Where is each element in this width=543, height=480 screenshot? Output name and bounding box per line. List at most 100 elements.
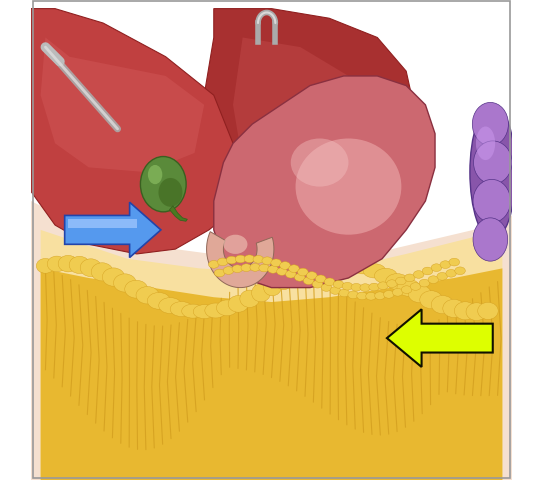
Ellipse shape — [472, 103, 508, 146]
Ellipse shape — [369, 284, 380, 291]
Polygon shape — [31, 202, 512, 480]
Ellipse shape — [209, 261, 219, 269]
Ellipse shape — [182, 304, 204, 318]
Ellipse shape — [268, 266, 278, 274]
Polygon shape — [214, 144, 329, 230]
Ellipse shape — [228, 296, 249, 312]
Ellipse shape — [251, 284, 270, 302]
Ellipse shape — [342, 283, 353, 290]
Ellipse shape — [214, 270, 225, 277]
Ellipse shape — [476, 127, 495, 161]
Ellipse shape — [454, 267, 465, 275]
Ellipse shape — [141, 157, 186, 213]
Ellipse shape — [223, 235, 248, 254]
Ellipse shape — [333, 281, 344, 288]
Ellipse shape — [363, 264, 386, 278]
Ellipse shape — [170, 302, 193, 317]
FancyArrow shape — [387, 310, 493, 367]
Ellipse shape — [408, 286, 431, 303]
Ellipse shape — [295, 139, 401, 235]
Ellipse shape — [341, 258, 363, 272]
Ellipse shape — [271, 259, 281, 267]
Ellipse shape — [36, 259, 55, 274]
Ellipse shape — [298, 269, 308, 276]
Ellipse shape — [437, 273, 447, 281]
FancyArrow shape — [67, 219, 137, 228]
Ellipse shape — [473, 180, 510, 223]
Ellipse shape — [431, 264, 442, 272]
Ellipse shape — [244, 255, 255, 263]
Ellipse shape — [297, 262, 316, 279]
Polygon shape — [204, 10, 416, 235]
Ellipse shape — [473, 218, 508, 262]
Ellipse shape — [422, 267, 433, 275]
Ellipse shape — [360, 284, 370, 292]
Ellipse shape — [405, 275, 415, 282]
Ellipse shape — [262, 257, 273, 265]
Polygon shape — [41, 38, 204, 173]
Ellipse shape — [113, 274, 136, 292]
Ellipse shape — [357, 292, 368, 300]
Ellipse shape — [259, 264, 269, 272]
Ellipse shape — [193, 305, 216, 319]
Ellipse shape — [378, 282, 388, 290]
Ellipse shape — [250, 264, 261, 272]
Ellipse shape — [47, 257, 66, 272]
Ellipse shape — [312, 281, 323, 288]
Ellipse shape — [308, 258, 327, 276]
Ellipse shape — [348, 291, 358, 299]
FancyArrow shape — [65, 203, 161, 258]
Ellipse shape — [125, 281, 148, 299]
Ellipse shape — [294, 274, 305, 282]
Ellipse shape — [401, 286, 412, 294]
Ellipse shape — [159, 298, 182, 314]
Ellipse shape — [223, 267, 233, 275]
Ellipse shape — [473, 142, 512, 185]
Ellipse shape — [443, 300, 465, 318]
Ellipse shape — [449, 259, 459, 266]
Ellipse shape — [375, 292, 385, 300]
Ellipse shape — [393, 289, 403, 297]
Ellipse shape — [58, 256, 78, 272]
Ellipse shape — [276, 268, 287, 276]
Ellipse shape — [217, 259, 228, 266]
Ellipse shape — [280, 262, 291, 270]
Ellipse shape — [321, 284, 332, 292]
Ellipse shape — [419, 280, 430, 288]
Polygon shape — [41, 269, 502, 480]
Ellipse shape — [69, 257, 90, 274]
Ellipse shape — [431, 296, 454, 314]
Ellipse shape — [339, 289, 350, 297]
Ellipse shape — [159, 179, 182, 207]
Ellipse shape — [315, 276, 326, 283]
Ellipse shape — [241, 264, 251, 272]
Ellipse shape — [304, 277, 314, 285]
Ellipse shape — [240, 290, 260, 308]
Ellipse shape — [80, 259, 102, 277]
Ellipse shape — [324, 278, 335, 286]
Ellipse shape — [397, 280, 420, 297]
Ellipse shape — [91, 263, 113, 281]
Ellipse shape — [263, 278, 281, 296]
Ellipse shape — [286, 271, 296, 278]
Ellipse shape — [217, 300, 237, 316]
Polygon shape — [214, 77, 435, 288]
Ellipse shape — [148, 166, 162, 185]
Ellipse shape — [289, 265, 299, 273]
Ellipse shape — [470, 106, 516, 240]
Ellipse shape — [375, 269, 397, 284]
Ellipse shape — [446, 270, 457, 277]
Ellipse shape — [103, 268, 125, 287]
Ellipse shape — [454, 302, 476, 320]
Ellipse shape — [383, 291, 394, 299]
Ellipse shape — [352, 261, 374, 274]
Ellipse shape — [226, 257, 237, 264]
Polygon shape — [169, 206, 187, 222]
Polygon shape — [206, 232, 274, 288]
Ellipse shape — [235, 256, 246, 264]
Ellipse shape — [147, 293, 171, 310]
Ellipse shape — [387, 280, 397, 288]
Ellipse shape — [330, 256, 351, 272]
Ellipse shape — [410, 283, 421, 291]
Ellipse shape — [275, 272, 292, 290]
